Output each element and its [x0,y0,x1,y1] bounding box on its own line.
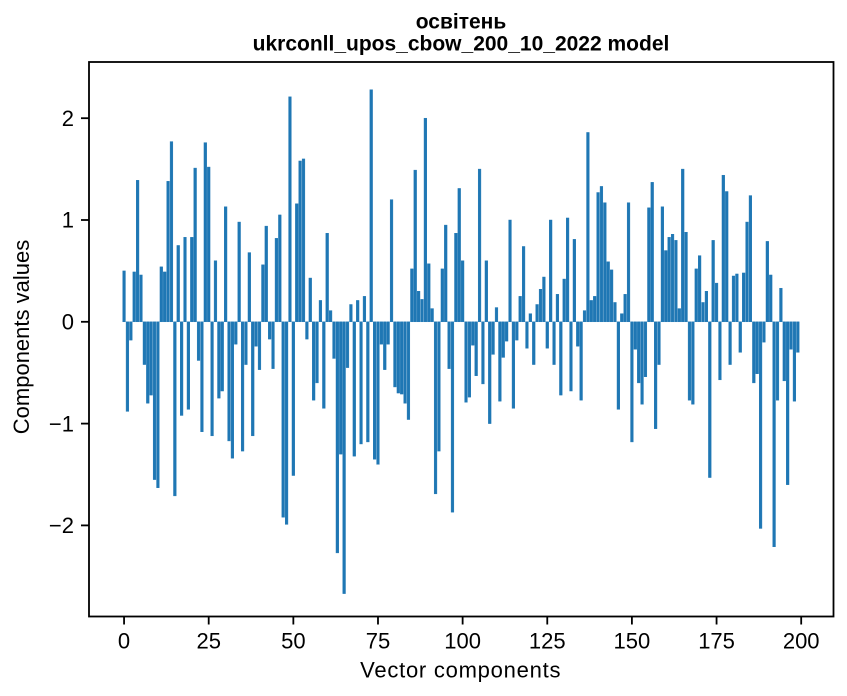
svg-text:2: 2 [62,106,74,131]
svg-text:ukrconll_upos_cbow_200_10_2022: ukrconll_upos_cbow_200_10_2022 model [253,33,670,56]
svg-text:75: 75 [366,629,390,654]
svg-text:0: 0 [62,310,74,335]
svg-text:200: 200 [783,629,820,654]
svg-text:25: 25 [196,629,220,654]
svg-text:Vector components: Vector components [360,658,561,683]
svg-text:100: 100 [444,629,481,654]
svg-text:−1: −1 [49,411,74,436]
svg-text:0: 0 [118,629,130,654]
svg-text:−2: −2 [49,513,74,538]
svg-text:1: 1 [62,208,74,233]
svg-text:150: 150 [614,629,651,654]
svg-text:освітень: освітень [416,11,507,34]
svg-text:125: 125 [529,629,566,654]
svg-text:50: 50 [281,629,305,654]
svg-text:Components values: Components values [9,240,34,434]
svg-text:175: 175 [698,629,735,654]
